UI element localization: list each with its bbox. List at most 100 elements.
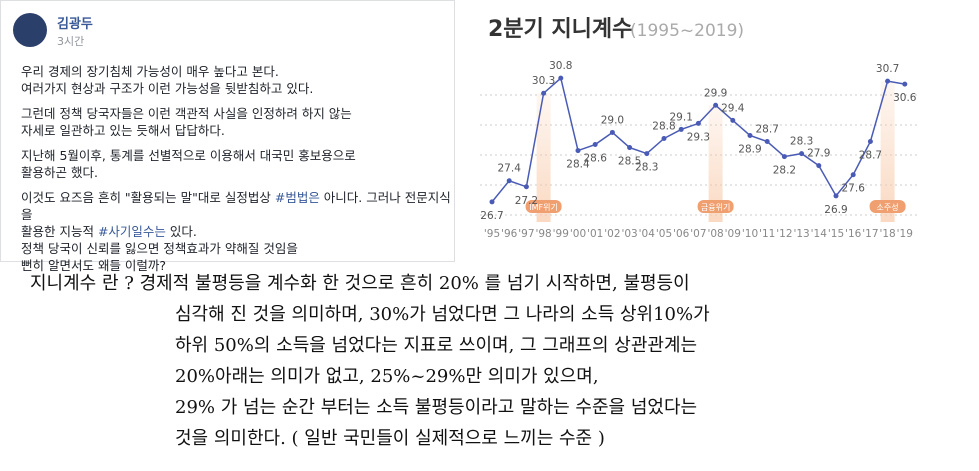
text: 여러가지 현상과 구조가 이런 가능성을 뒷받침하고 있다.	[21, 81, 314, 96]
point	[799, 151, 805, 157]
value-label: 30.6	[893, 92, 917, 104]
point	[764, 139, 770, 145]
point	[592, 142, 598, 148]
value-label: 28.7	[756, 124, 779, 136]
x-tick-label: '14	[811, 228, 828, 240]
annotation-pill	[869, 200, 906, 213]
post-time[interactable]: 3시간	[57, 35, 85, 48]
avatar[interactable]	[13, 13, 47, 47]
point	[833, 193, 839, 199]
value-label: 28.2	[773, 165, 796, 177]
paragraph: 이것도 요즈음 흔히 "활용되는 말"대로 실정법상 #범법은 아니다. 그러나…	[21, 189, 454, 274]
x-tick-label: '02	[604, 228, 620, 240]
value-label: 29.3	[687, 131, 710, 143]
x-tick-label: '04	[639, 228, 656, 240]
value-label: 28.5	[618, 156, 641, 168]
point	[644, 151, 650, 157]
point	[781, 154, 787, 160]
highlight-band	[880, 81, 895, 223]
text: 정책 당국이 신뢰를 잃으면 정책효과가 약해질 것임을	[21, 241, 298, 256]
highlight-band	[536, 93, 551, 222]
point	[678, 126, 684, 132]
x-tick-label: '13	[793, 228, 809, 240]
annotation-pill	[525, 200, 562, 213]
x-tick-label: '01	[587, 228, 603, 240]
text: 뻔히 알면서도 왜들 이럴까?	[21, 258, 167, 273]
point	[627, 145, 633, 151]
text: 이것도 요즈음 흔히 "활용되는 말"대로 실정법상	[21, 190, 275, 205]
value-label: 29.9	[704, 87, 727, 99]
annotation: 소주성	[877, 203, 899, 212]
x-tick-label: '97	[518, 228, 534, 240]
x-tick-label: '95	[484, 228, 500, 240]
text-line: 자세로 일관하고 있는 듯해서 답답하다.	[21, 122, 454, 139]
caption-line: 29% 가 넘는 순간 부터는 소득 불평등이라고 말하는 수준을 넘었다는	[175, 397, 698, 418]
value-label: 28.9	[738, 143, 761, 155]
value-label: 28.7	[859, 150, 882, 162]
text: 우리 경제의 장기침체 가능성이 매우 높다고 본다.	[21, 64, 279, 79]
highlight-band	[708, 105, 723, 222]
hashtag[interactable]: #범법은	[274, 190, 320, 205]
caption-line: 20%아래는 의미가 없고, 25%~29%만 의미가 있으며,	[175, 366, 599, 387]
value-label: 26.9	[824, 204, 847, 216]
value-label: 30.3	[532, 75, 555, 87]
x-tick-label: '09	[725, 228, 741, 240]
paragraph: 우리 경제의 장기침체 가능성이 매우 높다고 본다. 여러가지 현상과 구조가 …	[21, 63, 454, 97]
text-line: 활용하곤 했다.	[21, 164, 454, 181]
caption-line: 하위 50%의 소득을 넘었다는 지표로 쓰이며, 그 그래프의 상관관계는	[175, 335, 698, 356]
x-tick-label: '11	[759, 228, 775, 240]
text: 활용하곤 했다.	[21, 165, 98, 180]
point	[850, 172, 856, 178]
text: 지난해 5월이후, 통계를 선별적으로 이용해서 대국민 홍보용으로	[21, 148, 356, 163]
text-line: 활용한 지능적 #사기일수는 있다.	[21, 223, 454, 240]
value-label: 28.6	[584, 153, 608, 165]
x-tick-label: '03	[621, 228, 637, 240]
x-tick-label: '10	[742, 228, 758, 240]
x-tick-label: '96	[501, 228, 518, 240]
point	[609, 129, 615, 135]
caption-line: 지니계수 란 ? 경제적 불평등을 계수화 한 것으로 흔히 20% 를 넘기 …	[30, 273, 690, 294]
facebook-post: 김광두 3시간 우리 경제의 장기침체 가능성이 매우 높다고 본다. 여러가지 …	[0, 0, 455, 273]
x-tick-label: '99	[553, 228, 569, 240]
x-tick-label: '07	[690, 228, 706, 240]
x-tick-label: '16	[845, 228, 862, 240]
value-label: 28.3	[635, 162, 658, 174]
point	[747, 132, 753, 138]
text-line: 뻔히 알면서도 왜들 이럴까?	[21, 257, 454, 274]
text-line: 정책 당국이 신뢰를 잃으면 정책효과가 약해질 것임을	[21, 240, 454, 257]
caption-line: 것을 의미한다. ( 일반 국민들이 실제적으로 느끼는 수준 )	[175, 428, 605, 449]
caption: 지니계수 란 ? 경제적 불평등을 계수화 한 것으로 흔히 20% 를 넘기 …	[0, 268, 979, 454]
text: 활용한 지능적	[21, 224, 98, 239]
point	[523, 184, 529, 190]
value-label: 27.9	[807, 148, 830, 160]
point	[816, 163, 822, 169]
text: 있다.	[165, 224, 197, 239]
caption-line: 심각해 진 것을 의미하며, 30%가 넘었다면 그 나라의 소득 상위10%가	[175, 304, 710, 325]
point	[575, 148, 581, 154]
value-label: 29.4	[721, 102, 745, 114]
x-tick-label: '15	[828, 228, 844, 240]
x-tick-label: '18	[879, 228, 895, 240]
text: 아니다. 그러나 전문지식을	[21, 190, 451, 222]
text-line: 우리 경제의 장기침체 가능성이 매우 높다고 본다.	[21, 63, 454, 80]
author[interactable]: 김광두	[57, 17, 93, 32]
value-label: 29.0	[601, 114, 624, 126]
x-tick-label: '19	[897, 228, 913, 240]
annotation: IMF위기	[529, 203, 558, 212]
value-label: 28.3	[790, 136, 813, 148]
hashtag[interactable]: #사기일수는	[97, 224, 166, 239]
point	[541, 90, 547, 96]
value-label: 28.4	[566, 159, 590, 171]
x-tick-label: '12	[776, 228, 792, 240]
x-tick-label: '00	[570, 228, 586, 240]
point	[661, 135, 667, 141]
text: 그런데 정책 당국자들은 이런 객관적 사실을 인정하려 하지 않는	[21, 106, 352, 121]
text-line: 지난해 5월이후, 통계를 선별적으로 이용해서 대국민 홍보용으로	[21, 147, 454, 164]
point	[713, 102, 719, 108]
x-tick-label: '17	[862, 228, 878, 240]
chart-title: 2분기 지니계수	[488, 17, 632, 42]
point	[730, 117, 736, 123]
point	[867, 139, 873, 145]
